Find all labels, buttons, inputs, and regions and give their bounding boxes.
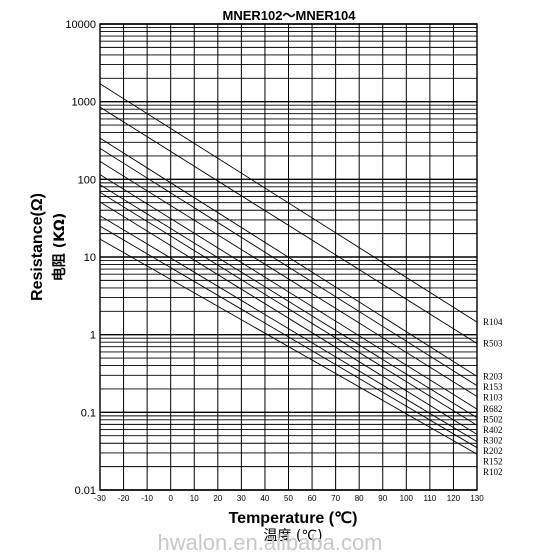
x-tick-label: -10 [141,494,153,503]
series-line-r402 [99,191,478,426]
series-line-r302 [99,201,478,435]
x-axis-label-chinese: 温度 (℃) [263,528,322,544]
series-lines [99,83,478,455]
y-tick-label: 0.01 [75,485,96,497]
x-tick-label: 0 [168,494,173,503]
x-tick-label: 100 [400,494,414,503]
x-tick-label: 40 [260,494,269,503]
series-line-r152 [99,225,478,449]
y-tick-label: 1 [90,330,96,342]
y-axis-label: Resistance(Ω) [29,193,46,301]
y-tick-label: 1000 [72,97,96,109]
series-line-r202 [99,215,478,442]
series-line-r503 [99,106,478,344]
x-tick-label: 80 [355,494,364,503]
series-label-r302: R302 [483,436,503,446]
series-line-r103 [99,161,478,397]
series-line-r102 [99,238,478,455]
series-line-r104 [99,83,478,323]
x-tick-label: 130 [470,494,484,503]
series-label-r202: R202 [483,446,503,456]
y-tick-labels: 10000 1000 100 10 1 0.1 0.01 [65,19,96,497]
x-tick-label: 60 [308,494,317,503]
y-tick-label: 10 [84,252,96,264]
series-label-r503: R503 [483,338,503,348]
series-line-r153 [99,148,478,387]
x-tick-label: 70 [331,494,340,503]
x-tick-label: 110 [423,494,436,503]
watermark: hwalon.en.alibaba.com [157,530,382,555]
y-tick-label: 0.1 [81,407,96,419]
series-label-r104: R104 [483,317,503,327]
x-tick-label: -20 [118,494,130,503]
series-label-r203: R203 [483,371,503,381]
chart-title: MNER102～MNER104 [223,8,357,23]
series-label-r402: R402 [483,425,503,435]
y-tick-label: 10000 [65,19,96,31]
series-label-r152: R152 [483,457,503,467]
series-line-r682 [99,174,478,410]
x-tick-label: 10 [190,494,199,503]
series-label-r103: R103 [483,392,503,402]
x-tick-labels: -30 -20 -10 0 10 20 30 40 50 60 70 80 90 100 110 120 130 [94,494,484,503]
x-tick-label: 50 [284,494,293,503]
series-label-r502: R502 [483,415,503,425]
x-axis-label: Temperature (℃) [229,510,358,527]
plot-frame [99,23,478,491]
x-tick-label: 90 [378,494,387,503]
x-tick-label: -30 [94,494,106,503]
y-tick-label: 100 [78,174,96,186]
y-axis-label-chinese: 电阻 (KΩ) [51,213,68,281]
x-tick-label: 120 [447,494,461,503]
x-tick-label: 30 [237,494,246,503]
series-line-r502 [99,184,478,419]
series-line-r203 [99,137,478,377]
x-tick-label: 20 [213,494,222,503]
series-label-r102: R102 [483,467,503,477]
series-label-r682: R682 [483,404,503,414]
series-label-r153: R153 [483,382,503,392]
grid [99,23,478,491]
